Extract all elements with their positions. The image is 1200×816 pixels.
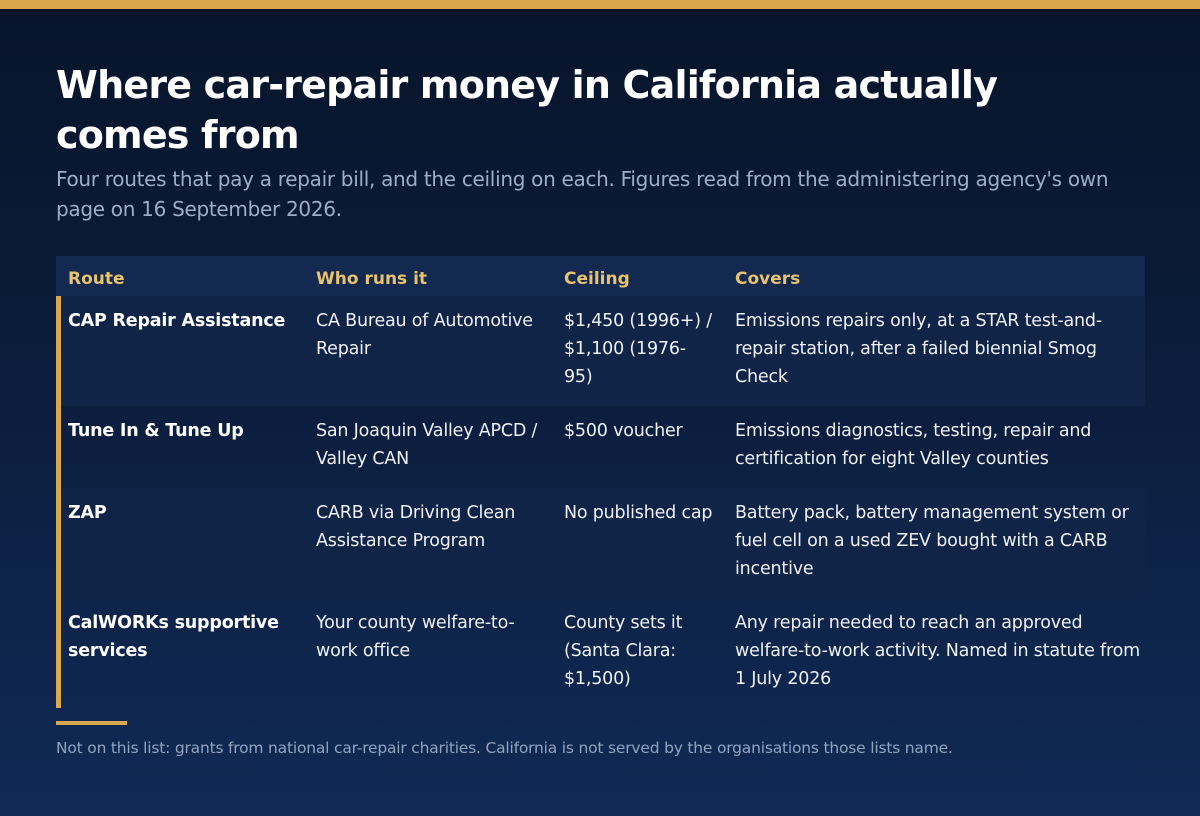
administrator: CARB via Driving Clean Assistance Progra… bbox=[316, 503, 516, 551]
column-header-route: Route bbox=[68, 269, 125, 289]
table-row: Tune In & Tune Up San Joaquin Valley APC… bbox=[56, 406, 1145, 488]
coverage-description: Battery pack, battery management system … bbox=[735, 503, 1129, 579]
footnote: Not on this list: grants from national c… bbox=[56, 739, 953, 757]
ceiling-value: County sets it (Santa Clara: $1,500) bbox=[564, 613, 683, 689]
column-header-who-runs-it: Who runs it bbox=[316, 269, 428, 289]
column-header-ceiling: Ceiling bbox=[564, 269, 630, 289]
ceiling-value: $500 voucher bbox=[564, 421, 683, 441]
coverage-description: Any repair needed to reach an approved w… bbox=[735, 613, 1140, 689]
table-row: CalWORKs supportive services Your county… bbox=[56, 598, 1145, 708]
administrator: San Joaquin Valley APCD / Valley CAN bbox=[316, 421, 538, 469]
page-title: Where car-repair money in California act… bbox=[56, 63, 998, 157]
page-subtitle: Four routes that pay a repair bill, and … bbox=[56, 167, 1109, 221]
ceiling-value: No published cap bbox=[564, 503, 713, 523]
route-name: Tune In & Tune Up bbox=[68, 421, 244, 441]
column-header-covers: Covers bbox=[735, 269, 801, 289]
administrator: CA Bureau of Automotive Repair bbox=[316, 311, 533, 359]
table-header: Route Who runs it Ceiling Covers bbox=[56, 256, 1145, 296]
route-name: CalWORKs supportive services bbox=[68, 613, 279, 661]
route-name: ZAP bbox=[68, 503, 107, 523]
table-row: CAP Repair Assistance CA Bureau of Autom… bbox=[56, 296, 1145, 406]
ceiling-value: $1,450 (1996+) / $1,100 (1976-95) bbox=[564, 311, 712, 387]
coverage-description: Emissions diagnostics, testing, repair a… bbox=[735, 421, 1092, 469]
administrator: Your county welfare-to-work office bbox=[316, 613, 515, 661]
footnote-divider bbox=[56, 721, 127, 725]
coverage-description: Emissions repairs only, at a STAR test-a… bbox=[735, 311, 1102, 387]
table-row: ZAP CARB via Driving Clean Assistance Pr… bbox=[56, 488, 1145, 598]
top-accent-bar bbox=[0, 0, 1200, 9]
route-name: CAP Repair Assistance bbox=[68, 311, 286, 331]
routes-table: Route Who runs it Ceiling Covers CAP Rep… bbox=[56, 256, 1145, 708]
